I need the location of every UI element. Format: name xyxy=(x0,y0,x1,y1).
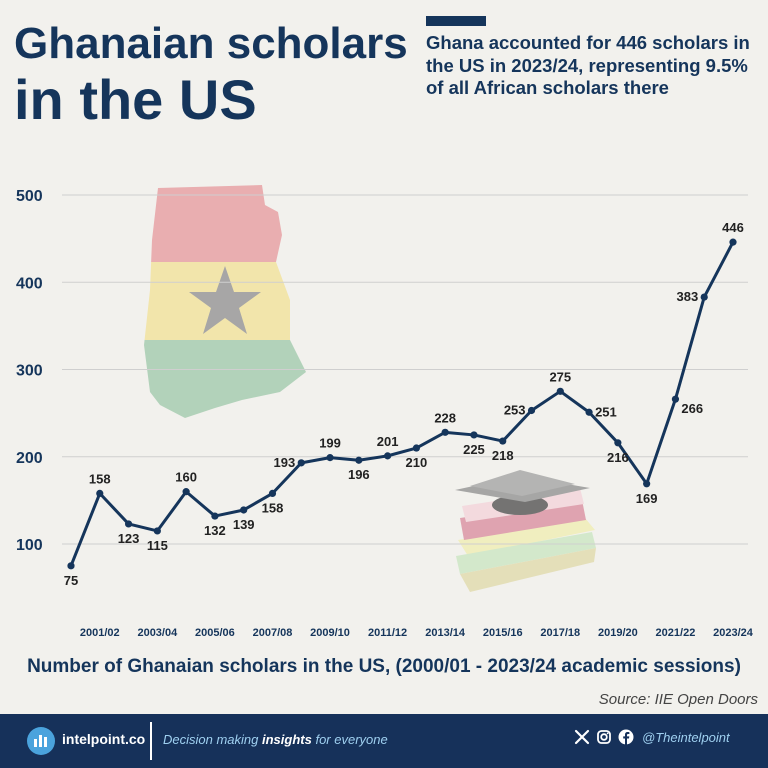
y-tick-label: 300 xyxy=(16,363,43,380)
tagline-post: for everyone xyxy=(311,732,388,747)
data-point xyxy=(441,428,449,436)
data-label: 160 xyxy=(175,470,197,485)
x-tick-label: 2001/02 xyxy=(80,627,120,639)
data-point xyxy=(67,562,75,570)
data-point xyxy=(355,456,363,464)
social-handle[interactable]: @Theintelpoint xyxy=(642,729,730,745)
data-label: 266 xyxy=(681,401,703,416)
data-label: 275 xyxy=(549,369,571,384)
data-label: 210 xyxy=(406,455,428,470)
x-tick-label: 2017/18 xyxy=(540,627,580,639)
data-label: 228 xyxy=(434,410,456,425)
footer: intelpoint.co Decision making insights f… xyxy=(0,714,768,768)
data-label: 383 xyxy=(677,289,699,304)
y-tick-label: 200 xyxy=(16,450,43,467)
data-point xyxy=(671,395,680,403)
data-label: 139 xyxy=(233,517,255,532)
data-label: 158 xyxy=(262,500,284,515)
data-point xyxy=(268,489,277,497)
social-links: @Theintelpoint xyxy=(574,729,730,745)
x-tick-label: 2009/10 xyxy=(310,627,350,639)
data-point xyxy=(124,520,133,528)
series-scholars: 75 158 123 115 160 132 139 158 193 199 196 201 210 22… xyxy=(64,220,744,588)
footer-divider xyxy=(150,722,152,760)
gridlines xyxy=(62,194,748,545)
data-point xyxy=(700,293,708,301)
ghana-map-illustration xyxy=(144,185,306,418)
data-point xyxy=(182,488,190,496)
chart-caption: Number of Ghanaian scholars in the US, (… xyxy=(27,656,741,677)
x-icon[interactable] xyxy=(574,729,590,745)
data-label: 201 xyxy=(377,434,399,449)
instagram-icon[interactable] xyxy=(596,729,612,745)
data-label: 158 xyxy=(89,471,111,486)
x-axis: 2001/02 2003/04 2005/06 2007/08 2009/10 2011/… xyxy=(80,627,754,639)
subtitle: Ghana accounted for 446 scholars in the … xyxy=(426,32,750,99)
data-point xyxy=(643,480,651,488)
page-title: Ghanaian scholars in the US xyxy=(14,22,414,128)
data-label: 446 xyxy=(722,220,744,235)
data-label: 115 xyxy=(147,538,168,553)
data-point xyxy=(240,506,248,514)
data-point xyxy=(614,439,622,447)
y-tick-label: 500 xyxy=(16,188,43,205)
data-label: 193 xyxy=(274,455,296,470)
x-tick-label: 2007/08 xyxy=(253,627,293,639)
x-tick-label: 2011/12 xyxy=(368,627,407,639)
data-label: 216 xyxy=(607,450,629,465)
series-line xyxy=(69,241,735,567)
data-point xyxy=(527,406,536,415)
accent-bar xyxy=(426,16,486,26)
source-note: Source: IIE Open Doors xyxy=(598,691,758,708)
data-point xyxy=(470,431,478,439)
y-tick-label: 400 xyxy=(16,275,43,292)
x-tick-label: 2023/24 xyxy=(713,627,754,639)
data-point xyxy=(556,387,564,395)
x-tick-label: 2021/22 xyxy=(656,627,696,639)
data-point xyxy=(412,444,420,452)
tagline: Decision making insights for everyone xyxy=(163,732,388,747)
tagline-bold: insights xyxy=(262,732,312,747)
x-tick-label: 2013/14 xyxy=(425,627,466,639)
data-point xyxy=(585,408,593,416)
x-tick-label: 2003/04 xyxy=(137,627,178,639)
data-label: 132 xyxy=(204,523,226,538)
tagline-pre: Decision making xyxy=(163,732,262,747)
facebook-icon[interactable] xyxy=(618,729,634,745)
intelpoint-logo-icon xyxy=(27,727,55,755)
data-point xyxy=(297,459,305,467)
data-point xyxy=(326,454,334,462)
data-label: 123 xyxy=(118,531,140,546)
data-label: 225 xyxy=(463,442,485,457)
brand-name[interactable]: intelpoint.co xyxy=(62,731,146,747)
data-label: 75 xyxy=(64,573,78,588)
data-label: 169 xyxy=(636,491,658,506)
y-tick-label: 100 xyxy=(16,537,43,554)
y-axis: 100 200 300 400 500 xyxy=(16,188,43,554)
data-label: 251 xyxy=(595,404,617,419)
x-tick-label: 2015/16 xyxy=(483,627,523,639)
title-line-2: in the US xyxy=(14,68,257,131)
data-label: 218 xyxy=(492,448,514,463)
data-point xyxy=(211,512,219,520)
x-tick-label: 2019/20 xyxy=(598,627,638,639)
books-illustration xyxy=(455,470,596,592)
data-point xyxy=(384,452,392,460)
data-label: 199 xyxy=(319,436,341,451)
data-point xyxy=(729,238,737,246)
data-point xyxy=(96,489,104,497)
data-label: 253 xyxy=(504,403,526,418)
title-line-1: Ghanaian scholars xyxy=(14,19,408,68)
x-tick-label: 2005/06 xyxy=(195,627,235,639)
star-icon xyxy=(189,266,261,334)
data-point xyxy=(153,527,161,535)
data-point xyxy=(499,437,507,445)
data-label: 196 xyxy=(348,467,370,482)
